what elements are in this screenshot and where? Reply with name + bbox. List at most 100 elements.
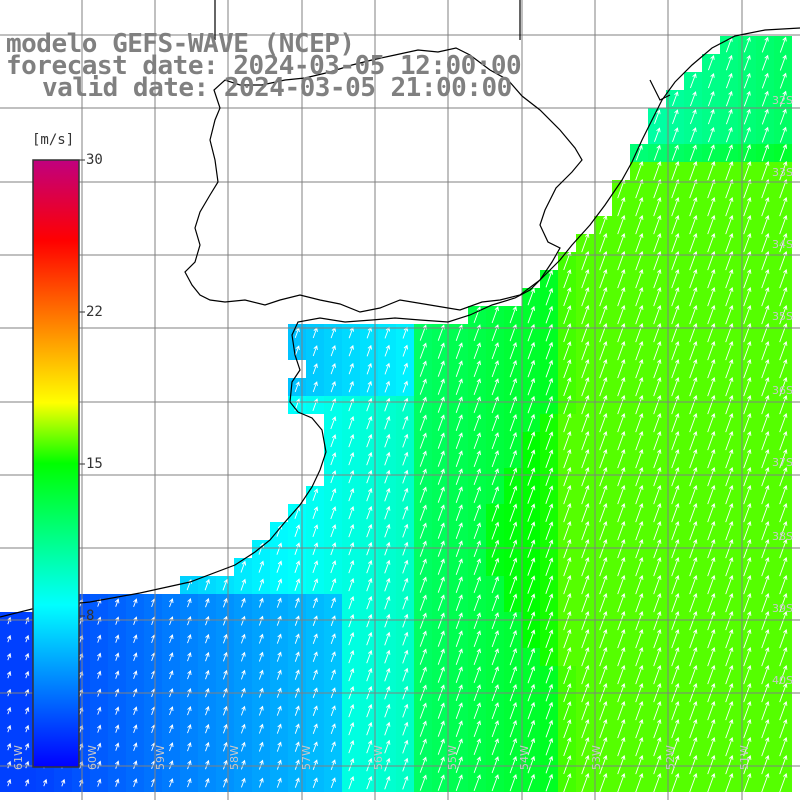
wind-arrow <box>779 755 788 775</box>
wind-arrow <box>761 72 769 89</box>
wind-arrow <box>761 215 770 235</box>
wind-arrow <box>617 215 626 235</box>
wind-arrow <box>276 741 282 752</box>
wind-arrow <box>743 161 752 181</box>
wind-arrow <box>599 665 608 685</box>
wind-arrow <box>761 323 770 343</box>
wind-arrow <box>330 669 336 681</box>
wind-arrow <box>635 611 644 631</box>
wind-arrow <box>635 557 644 577</box>
wind-arrow <box>581 575 590 595</box>
wind-arrow <box>599 413 608 433</box>
wind-arrow <box>545 323 554 342</box>
wind-arrow <box>527 701 536 720</box>
wind-arrow <box>187 652 192 662</box>
wind-arrow <box>689 91 697 107</box>
wind-arrow <box>671 557 680 577</box>
wind-arrow <box>563 557 572 577</box>
wind-arrow <box>330 524 337 538</box>
wind-arrow <box>527 521 536 540</box>
wind-arrow <box>617 287 626 307</box>
wind-arrow <box>563 701 572 721</box>
wind-arrow <box>581 269 590 289</box>
wind-arrow <box>779 503 788 523</box>
wind-arrow <box>743 719 752 739</box>
wind-arrow <box>240 578 247 591</box>
wind-arrow <box>133 634 138 643</box>
wind-arrow <box>437 648 445 665</box>
wind-arrow <box>437 414 445 431</box>
wind-arrow <box>384 380 391 393</box>
wind-arrow <box>779 305 788 325</box>
wind-arrow <box>725 323 734 343</box>
wind-arrow <box>653 144 661 161</box>
wind-arrow <box>437 522 445 539</box>
wind-arrow <box>779 557 788 577</box>
wind-arrow <box>743 305 752 325</box>
wind-arrow <box>689 629 698 649</box>
wind-arrow <box>509 450 517 468</box>
wind-arrow <box>294 741 300 752</box>
wind-arrow <box>635 521 644 541</box>
wind-arrow <box>527 287 536 306</box>
wind-arrow <box>240 597 246 608</box>
wind-arrow <box>491 521 500 540</box>
wind-arrow <box>725 126 733 143</box>
wind-arrow <box>707 719 716 739</box>
wind-arrow <box>437 468 445 485</box>
wind-arrow <box>294 345 300 357</box>
latitude-label: 36S <box>772 384 793 397</box>
wind-arrow <box>653 575 662 595</box>
wind-arrow <box>743 431 752 451</box>
wind-arrow <box>635 629 644 649</box>
wind-arrow <box>689 287 698 307</box>
wind-arrow <box>509 432 517 450</box>
wind-arrow <box>527 665 536 684</box>
wind-arrow <box>725 701 734 721</box>
wind-arrow <box>725 305 734 325</box>
wind-arrow <box>330 560 337 574</box>
wind-arrow <box>187 598 192 608</box>
wind-arrow <box>312 597 318 608</box>
wind-arrow <box>133 652 138 661</box>
wind-arrow <box>437 594 445 611</box>
wind-arrow <box>689 323 698 343</box>
wind-arrow <box>169 706 174 716</box>
wind-arrow <box>384 613 391 628</box>
wind-arrow <box>312 524 319 538</box>
wind-arrow <box>671 377 680 397</box>
wind-arrow <box>581 485 590 505</box>
wind-arrow <box>509 396 517 414</box>
wind-arrow <box>6 778 12 787</box>
wind-arrow <box>330 741 336 753</box>
wind-arrow <box>707 161 716 181</box>
wind-arrow <box>545 557 554 576</box>
wind-arrow <box>473 630 481 648</box>
wind-arrow <box>473 594 481 612</box>
wind-arrow <box>725 431 734 451</box>
wind-arrow <box>114 598 120 607</box>
wind-arrow <box>707 413 716 433</box>
wind-arrow <box>258 651 264 662</box>
wind-arrow <box>348 740 355 754</box>
wind-arrow <box>743 737 752 757</box>
wind-arrow <box>455 594 463 611</box>
wind-arrow <box>653 593 662 613</box>
wind-arrow <box>707 629 716 649</box>
wind-arrow <box>419 396 427 413</box>
wind-arrow <box>725 737 734 757</box>
wind-arrow <box>635 359 644 379</box>
wind-arrow <box>473 432 481 450</box>
wind-arrow <box>671 719 680 739</box>
wind-arrow <box>563 593 572 613</box>
wind-arrow <box>617 665 626 685</box>
wind-arrow <box>761 305 770 325</box>
wind-arrow <box>779 215 788 235</box>
wind-arrow <box>294 651 300 662</box>
wind-arrow <box>635 593 644 613</box>
wind-arrow <box>689 144 697 161</box>
wind-arrow <box>779 341 788 361</box>
wind-arrow <box>437 432 445 449</box>
